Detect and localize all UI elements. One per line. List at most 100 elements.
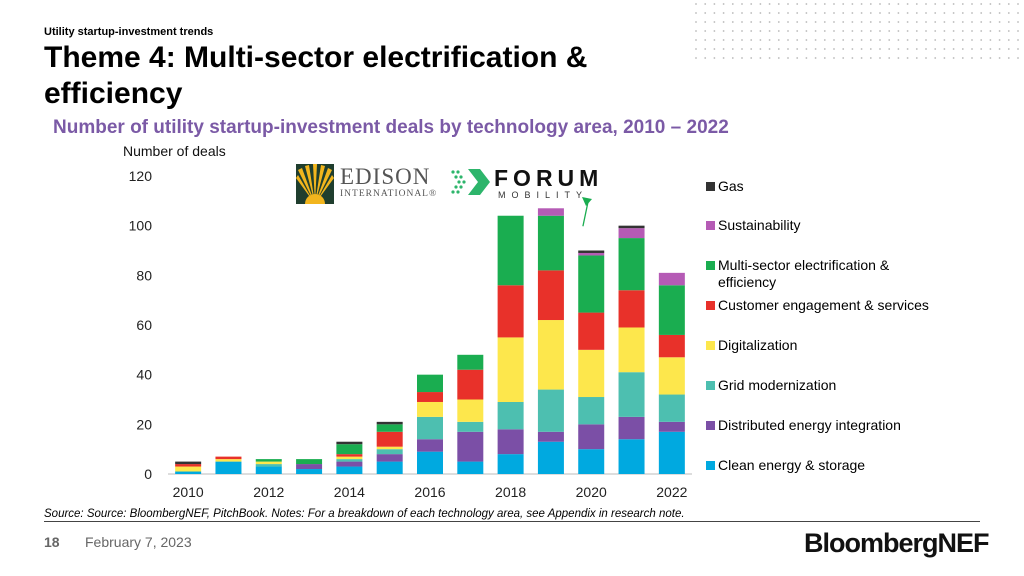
edison-submark: INTERNATIONAL® [340,189,438,199]
legend-swatch [706,221,715,230]
bar-segment [417,392,443,402]
grid-dot [879,39,881,41]
bar-segment [618,290,645,328]
legend-swatch [706,182,715,191]
grid-dot [722,48,725,50]
grid-dot [961,3,964,5]
bar-segment [336,441,363,445]
grid-dot [842,21,845,23]
y-tick-label: 120 [129,168,153,184]
grid-dot [768,39,771,41]
page-title: Theme 4: Multi-sector electrification & … [44,41,588,110]
grid-dot [704,21,707,23]
grid-dot [722,57,725,59]
bar-segment [417,416,443,440]
x-tick-label: 2020 [576,484,607,500]
grid-dot [777,3,780,5]
edison-international-logo: EDISON INTERNATIONAL® [296,164,438,204]
bar-segment [457,431,484,462]
bar-segment [175,466,202,472]
bar-segment [618,416,645,440]
grid-dot [1017,3,1019,5]
stacked-bar-chart: Number of deals 0 20 40 60 80 100 120 2010 2012 20… [123,143,692,500]
forum-mobility-logo: FORUM MOBILITY [450,165,620,202]
bar-segment [376,421,403,425]
bar-segment [336,461,363,467]
grid-dot [833,12,835,14]
grid-dot [879,3,881,5]
grid-dot [759,39,762,41]
grid-dot [787,39,789,41]
grid-dot [971,57,973,59]
grid-dot [971,3,973,5]
bar-segment [255,466,282,474]
grid-dot [888,3,891,5]
bar-segment [417,374,443,393]
bar-segment [618,372,645,417]
grid-dot [998,30,1001,32]
grid-dot [952,39,955,41]
grid-dot [777,57,780,59]
grid-dot [906,12,909,14]
bar-segment [417,439,443,452]
source-note: Source: Source: BloombergNEF, PitchBook.… [44,508,685,520]
grid-dot [869,30,872,32]
bar-segment [578,255,605,313]
grid-dot [888,48,891,50]
grid-dot [787,30,789,32]
grid-dot [833,48,835,50]
grid-dot [777,39,780,41]
grid-dot [888,57,891,59]
grid-dot [787,48,789,50]
grid-dot [777,12,780,14]
bar-segment [497,454,524,474]
bar-segment [175,461,202,465]
bar-segment [336,444,363,455]
grid-dot [915,48,918,50]
bar-segment [578,250,605,253]
bar-segment [457,369,484,400]
legend-label: Distributed energy integration [718,417,901,433]
bar-segment [658,421,685,432]
legend-label: Multi-sector electrification & efficienc… [718,257,890,290]
decorative-dot-grid [695,3,1019,59]
grid-dot [814,48,817,50]
grid-dot [952,48,955,50]
grid-dot [787,12,789,14]
grid-dot [897,48,900,50]
grid-dot [731,21,734,23]
grid-dot [961,48,964,50]
grid-dot [823,21,826,23]
grid-dot [934,48,937,50]
grid-dot [1007,12,1010,14]
grid-dot [842,30,845,32]
grid-dot [741,12,743,14]
bar-segment [658,334,685,358]
grid-dot [713,39,716,41]
legend-label: Clean energy & storage [718,457,866,473]
bar-segment [457,399,484,422]
grid-dot [915,3,918,5]
bar-segment [578,349,605,398]
bar-segment [578,312,605,350]
grid-dot [722,3,725,5]
grid-dot [823,30,826,32]
grid-dot [980,57,983,59]
edison-sun-icon [296,164,334,204]
grid-dot [814,12,817,14]
bar-segment [417,401,443,417]
grid-dot [814,21,817,23]
bar-segment [175,471,202,474]
grid-dot [1007,57,1010,59]
grid-dot [722,39,725,41]
bar-segment [215,456,242,460]
grid-dot [860,39,863,41]
edison-wordmark: EDISON [340,164,431,189]
annotation-arrowhead [582,197,592,206]
section-kicker: Utility startup-investment trends [44,26,214,38]
bar-segment [376,454,403,462]
grid-dot [741,21,743,23]
grid-dot [731,57,734,59]
grid-dot [759,30,762,32]
grid-dot [860,48,863,50]
